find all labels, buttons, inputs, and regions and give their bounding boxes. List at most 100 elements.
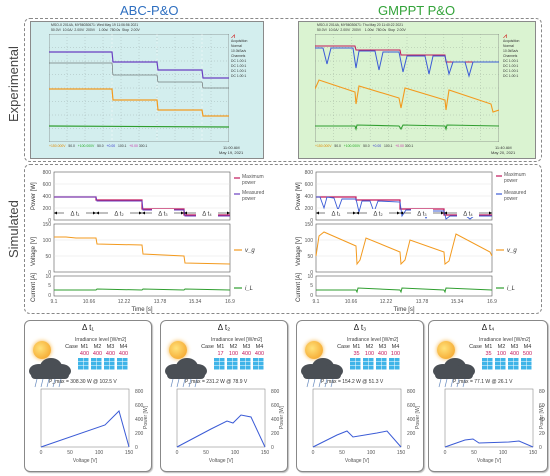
power-tick: 400 xyxy=(43,194,52,200)
interval-card: Δ t₂ Irradiance level [W/m2] Case M1 M2 M3 M4 1… xyxy=(160,320,288,472)
interval-label: Δ t₄ xyxy=(463,212,473,218)
pv-xlabel: Voltage [V] xyxy=(73,458,98,464)
sim-plots-gmppt: 800 600 400 200 0 Power [W] Δ t₁ Δ t₂ Δ … xyxy=(296,170,526,313)
x-tick: 15.34 xyxy=(451,299,464,305)
irradiance-value: 100 xyxy=(496,351,507,357)
card-title: Δ t₃ xyxy=(353,323,367,332)
pv-tick: 600 xyxy=(135,403,144,409)
power-tick: 0 xyxy=(310,218,313,224)
pv-tick: 800 xyxy=(135,389,144,395)
irradiance-value: 35 xyxy=(353,351,360,357)
interval-label: Δ t₃ xyxy=(417,212,427,218)
rain-icon xyxy=(438,379,466,388)
power-tick: 200 xyxy=(305,206,314,212)
voltage-tick: 0 xyxy=(48,270,51,276)
case-header: M4 xyxy=(119,344,128,350)
v-tick: 150 xyxy=(397,450,406,456)
irradiance-value: 400 xyxy=(509,351,520,357)
pv-tick: 400 xyxy=(407,417,416,423)
voltage-tick: 50 xyxy=(45,254,51,260)
voltage-ylabel: Voltage [V] xyxy=(296,237,302,266)
pv-tick: 400 xyxy=(539,417,545,423)
legend-measured-power: Measured xyxy=(242,190,264,196)
irradiance-value: 100 xyxy=(364,351,375,357)
pmax-label: P_max = 77.1 W @ 26.1 V xyxy=(453,379,513,385)
current-ylabel: Current [A] xyxy=(296,273,302,302)
x-label: Time [s] xyxy=(393,307,414,313)
pv-ylabel: Power [W] xyxy=(415,405,421,429)
irradiance-value: 400 xyxy=(254,351,265,357)
scope-screen-abc: MSO-X 2014A, MY56030671: Wed May 19 11:0… xyxy=(30,21,264,159)
legend-max-power-2: power xyxy=(242,180,256,186)
power-tick: 600 xyxy=(43,182,52,188)
solar-panel-array-icon xyxy=(350,358,400,370)
pmax-label: P_max = 308.30 W @ 102.5 V xyxy=(49,379,117,385)
scope-bottom-readout: +150.000V 50.0 +100.000V 50.0 +0.00 100.… xyxy=(315,144,414,148)
pmax-label: P_max = 154.2 W @ 51.3 V xyxy=(321,379,384,385)
rain-icon xyxy=(34,379,62,388)
pv-tick: 0 xyxy=(135,445,138,451)
experimental-row-label: Experimental xyxy=(6,46,21,122)
power-tick: 800 xyxy=(43,170,52,176)
case-header: M2 xyxy=(497,344,506,350)
v-tick: 150 xyxy=(125,450,134,456)
v-tick: 50 xyxy=(67,450,73,456)
irradiance-value: 500 xyxy=(522,351,533,357)
pv-ylabel: Power [W] xyxy=(539,405,545,429)
x-tick: 10.66 xyxy=(345,299,358,305)
pv-tick: 0 xyxy=(407,445,410,451)
scope-date: May 19, 2021 xyxy=(219,150,244,155)
experimental-panel xyxy=(24,18,542,162)
v-tick: 100 xyxy=(231,450,240,456)
irradiance-value: 400 xyxy=(241,351,252,357)
case-header: M2 xyxy=(365,344,374,350)
x-tick: 13.78 xyxy=(154,299,167,305)
case-header: M1 xyxy=(80,344,89,350)
vg-label: v_g xyxy=(245,248,255,254)
solar-panel-array-icon xyxy=(214,358,264,370)
irradiance-value: 400 xyxy=(79,351,90,357)
v-tick: 50 xyxy=(471,450,477,456)
irradiance-row: 400 400 400 400 xyxy=(65,351,130,357)
current-tick: 0 xyxy=(310,293,313,299)
solar-panel-array-icon xyxy=(482,358,532,370)
v-tick: 0 xyxy=(176,450,179,456)
x-tick: 16.9 xyxy=(487,299,497,305)
sun-icon xyxy=(169,341,187,359)
pv-ylabel: Power [W] xyxy=(143,405,149,429)
legend-measured-power-2: power xyxy=(242,196,256,202)
legend-measured-power-2: power xyxy=(504,196,518,202)
card-title: Δ t₂ xyxy=(217,323,231,332)
case-header-row: Case M1 M2 M3 M4 xyxy=(201,344,266,350)
legend-measured-power: Measured xyxy=(504,190,526,196)
interval-card: Δ t₄ Irradiance level [W/m2] Case M1 M2 M3 M4 3… xyxy=(428,320,548,472)
case-header: M3 xyxy=(378,344,387,350)
scope-waveforms-abc xyxy=(49,34,229,142)
cloud-icon xyxy=(301,358,343,379)
x-tick: 13.78 xyxy=(416,299,429,305)
rain-icon xyxy=(306,379,334,388)
case-header: M1 xyxy=(216,344,225,350)
power-tick: 600 xyxy=(305,182,314,188)
x-tick: 12.22 xyxy=(380,299,393,305)
pv-tick: 800 xyxy=(539,389,545,395)
case-header: M1 xyxy=(484,344,493,350)
pv-ylabel: Power [W] xyxy=(279,405,285,429)
pv-tick: 0 xyxy=(271,445,274,451)
v-tick: 0 xyxy=(312,450,315,456)
case-header-row: Case M1 M2 M3 M4 xyxy=(469,344,534,350)
pv-curve-chart: 800 600 400 200 0 Power [W] 0 50 100 150… xyxy=(312,388,421,464)
irradiance-row: 35 100 400 500 xyxy=(469,351,534,357)
simulated-row-label: Simulated xyxy=(6,200,21,258)
pv-xlabel: Voltage [V] xyxy=(209,458,234,464)
irradiance-title: Irradiance level [W/m2] xyxy=(347,337,399,343)
case-header: M2 xyxy=(229,344,238,350)
sun-icon xyxy=(437,341,455,359)
pv-tick: 800 xyxy=(407,389,416,395)
v-tick: 100 xyxy=(95,450,104,456)
x-tick: 12.22 xyxy=(118,299,131,305)
interval-card: Δ t₁ Irradiance level [W/m2] Case M1 M2 M3 M4 4… xyxy=(24,320,152,472)
interval-label: Δ t₁ xyxy=(70,212,79,218)
irradiance-value: 400 xyxy=(377,351,388,357)
case-header: Case xyxy=(469,344,482,350)
